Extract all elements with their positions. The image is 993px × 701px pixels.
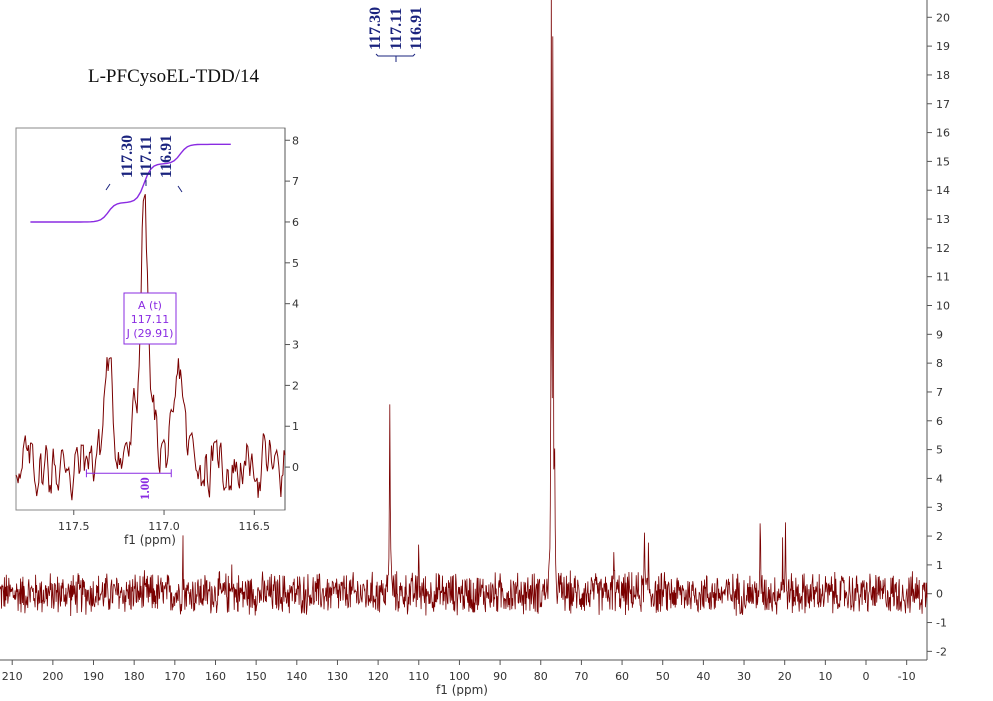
main-y-tick-label: 7 <box>936 386 943 399</box>
main-y-tick-label: 9 <box>936 328 943 341</box>
main-y-tick-label: 11 <box>936 271 950 284</box>
main-y-tick-label: 3 <box>936 501 943 514</box>
main-x-ticks: 210 200 190 180 170 160 150 140 130 120 110 100 90 80… <box>2 660 916 683</box>
main-y-tick-label: 0 <box>936 588 943 601</box>
inset-y-tick-label: 6 <box>292 216 299 229</box>
inset-y-tick-label: 7 <box>292 175 299 188</box>
inset-spectrum-line <box>15 194 286 501</box>
main-x-tick-label: 90 <box>493 670 507 683</box>
main-x-tick-label: 30 <box>737 670 751 683</box>
main-x-tick-label: 70 <box>574 670 588 683</box>
main-x-tick-label: 20 <box>778 670 792 683</box>
main-x-tick-label: 110 <box>408 670 429 683</box>
main-x-tick-label: 190 <box>83 670 104 683</box>
inset-y-tick-label: 8 <box>292 134 299 147</box>
sample-label: L-PFCysoEL-TDD/14 <box>88 66 260 87</box>
multiplet-label: A (t) <box>138 299 162 312</box>
main-y-tick-label: 1 <box>936 559 943 572</box>
main-y-tick-label: 14 <box>936 184 950 197</box>
inset-y-tick-label: 4 <box>292 298 299 311</box>
main-y-tick-label: 12 <box>936 242 950 255</box>
inset-y-tick-label: 2 <box>292 379 299 392</box>
inset-peak-label: 117.11 <box>138 136 155 178</box>
main-peak-label: 116.91 <box>408 7 425 50</box>
main-x-tick-label: 140 <box>286 670 307 683</box>
main-peak-labels: 117.30 117.11 116.91 <box>367 7 425 62</box>
main-x-tick-label: 150 <box>246 670 267 683</box>
main-x-axis-label: f1 (ppm) <box>436 683 488 696</box>
inset-x-tick-label: 117.0 <box>148 520 180 533</box>
inset-x-ticks: 117.5 117.0 116.5 <box>58 510 270 533</box>
inset-x-tick-label: 116.5 <box>239 520 271 533</box>
main-y-tick-label: 18 <box>936 69 950 82</box>
main-y-tick-label: 20 <box>936 11 950 24</box>
inset-y-tick-label: 0 <box>292 461 299 474</box>
main-y-tick-label: 15 <box>936 155 950 168</box>
inset-x-tick-label: 117.5 <box>58 520 90 533</box>
inset-integral-curve <box>30 143 231 223</box>
main-y-tick-label: -1 <box>936 617 947 630</box>
main-y-tick-label: 17 <box>936 98 950 111</box>
inset-y-tick-label: 3 <box>292 339 299 352</box>
inset-peak-labels: 117.30 117.11 116.91 <box>105 135 183 193</box>
multiplet-shift: 117.11 <box>131 313 170 326</box>
inset-peak-label: 116.91 <box>158 135 175 178</box>
main-peak-label: 117.30 <box>367 7 384 50</box>
main-x-tick-label: 180 <box>124 670 145 683</box>
main-x-tick-label: 60 <box>615 670 629 683</box>
main-y-tick-label: 19 <box>936 40 950 53</box>
main-x-tick-label: 200 <box>42 670 63 683</box>
inset-peak-label: 117.30 <box>119 135 136 178</box>
main-x-tick-label: 160 <box>205 670 226 683</box>
multiplet-box <box>123 292 177 345</box>
inset-peak-bracket <box>105 180 183 193</box>
inset-x-axis-label: f1 (ppm) <box>124 533 176 547</box>
multiplet-coupling: J (29.91) <box>126 327 174 340</box>
inset-y-tick-label: 5 <box>292 257 299 270</box>
main-y-tick-label: 10 <box>936 300 950 313</box>
main-y-tick-label: 13 <box>936 213 950 226</box>
main-x-tick-label: 170 <box>164 670 185 683</box>
inset-y-tick-label: 1 <box>292 420 299 433</box>
inset-integral-value: 1.00 <box>137 477 152 500</box>
main-x-tick-label: 130 <box>327 670 348 683</box>
main-peak-bracket <box>375 53 416 62</box>
main-y-tick-label: 6 <box>936 415 943 428</box>
main-spectrum-line <box>0 0 928 617</box>
main-y-tick-label: 16 <box>936 127 950 140</box>
main-x-tick-label: 40 <box>696 670 710 683</box>
inset-y-ticks: 8 7 6 5 4 3 2 1 0 <box>285 134 299 474</box>
main-x-tick-label: 80 <box>534 670 548 683</box>
main-x-tick-label: 10 <box>818 670 832 683</box>
main-y-tick-label: 8 <box>936 357 943 370</box>
main-x-tick-label: 210 <box>2 670 23 683</box>
main-y-tick-label: 2 <box>936 530 943 543</box>
main-y-tick-label: -2 <box>936 645 947 658</box>
main-x-tick-label: 100 <box>449 670 470 683</box>
main-x-tick-label: 0 <box>863 670 870 683</box>
main-x-tick-label: 120 <box>368 670 389 683</box>
main-y-tick-label: 4 <box>936 472 943 485</box>
main-x-tick-label: -10 <box>898 670 916 683</box>
main-y-tick-label: 5 <box>936 444 943 457</box>
main-peak-label: 117.11 <box>388 8 405 50</box>
multiplet-annotation: A (t) 117.11 J (29.91) <box>123 292 177 345</box>
main-x-tick-label: 50 <box>656 670 670 683</box>
